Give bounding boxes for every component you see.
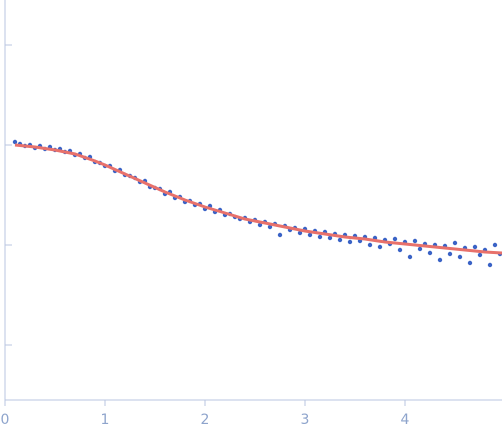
data-point: [317, 234, 323, 240]
data-point: [477, 252, 483, 258]
data-point: [367, 242, 373, 248]
data-point: [347, 239, 353, 245]
data-point: [307, 232, 313, 238]
data-point: [417, 246, 423, 252]
data-point: [492, 242, 498, 248]
x-tick-label: 3: [301, 412, 310, 428]
data-point: [397, 247, 403, 253]
x-tick-label: 4: [401, 412, 410, 428]
data-point: [327, 235, 333, 241]
data-point: [467, 260, 473, 266]
data-point: [447, 251, 453, 257]
data-point: [277, 232, 283, 238]
data-point: [407, 254, 413, 260]
x-tick-label: 2: [201, 412, 210, 428]
data-point: [472, 244, 478, 250]
x-tick-label: 0: [1, 412, 10, 428]
data-point: [452, 240, 458, 246]
data-point: [267, 224, 273, 230]
data-point: [377, 244, 383, 250]
data-point: [412, 238, 418, 244]
data-point: [427, 250, 433, 256]
data-point: [437, 257, 443, 263]
data-point: [12, 139, 18, 145]
data-point: [337, 237, 343, 243]
data-point: [487, 262, 493, 268]
data-point: [257, 222, 263, 228]
data-point: [457, 254, 463, 260]
x-tick-label: 1: [101, 412, 110, 428]
data-point: [297, 230, 303, 236]
data-point: [392, 236, 398, 242]
fit-line: [14, 143, 502, 255]
